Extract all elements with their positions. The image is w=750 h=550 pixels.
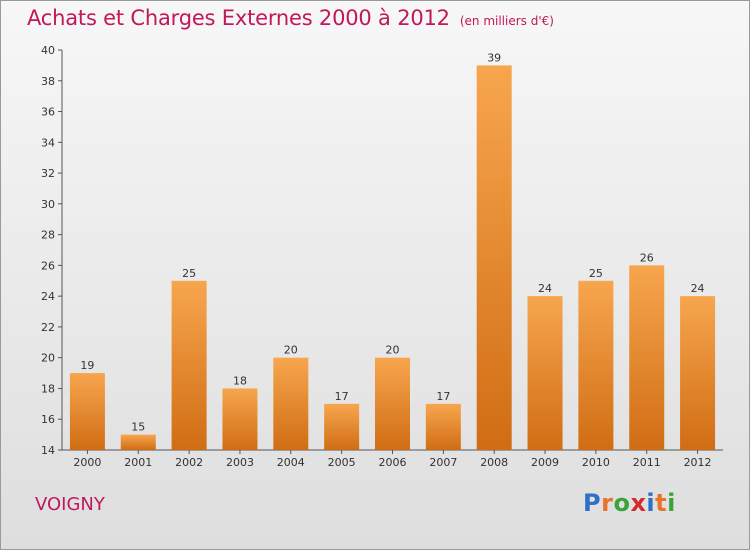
- x-tick-label: 2010: [582, 456, 610, 469]
- town-name: VOIGNY: [35, 494, 105, 515]
- bar: [527, 296, 563, 450]
- bar: [476, 65, 512, 450]
- x-tick-label: 2011: [633, 456, 661, 469]
- logo-letter: t: [655, 489, 668, 517]
- bar: [680, 296, 716, 450]
- y-tick-label: 24: [41, 290, 55, 303]
- bar-value-label: 20: [284, 344, 298, 357]
- y-tick-label: 30: [41, 198, 55, 211]
- x-tick-label: 2003: [226, 456, 254, 469]
- x-tick-label: 2012: [684, 456, 712, 469]
- bar-value-label: 25: [589, 267, 603, 280]
- proxiti-logo: Proxiti: [583, 489, 676, 517]
- bar-value-label: 20: [386, 344, 400, 357]
- bar: [171, 280, 207, 450]
- bar: [324, 403, 360, 450]
- bar-value-label: 18: [233, 374, 247, 387]
- bar: [69, 373, 105, 450]
- x-tick-label: 2002: [175, 456, 203, 469]
- y-tick-label: 18: [41, 382, 55, 395]
- y-tick-label: 14: [41, 444, 55, 457]
- x-tick-label: 2004: [277, 456, 305, 469]
- y-tick-label: 32: [41, 167, 55, 180]
- logo-letter: r: [601, 489, 614, 517]
- y-tick-label: 28: [41, 229, 55, 242]
- bar-value-label: 17: [335, 390, 349, 403]
- bar-value-label: 26: [640, 251, 654, 264]
- logo-letter: x: [630, 489, 647, 517]
- x-tick-label: 2000: [73, 456, 101, 469]
- x-tick-label: 2006: [379, 456, 407, 469]
- bar-value-label: 24: [538, 282, 552, 295]
- x-tick-label: 2001: [124, 456, 152, 469]
- x-tick-label: 2005: [328, 456, 356, 469]
- y-tick-label: 38: [41, 75, 55, 88]
- y-tick-label: 26: [41, 259, 55, 272]
- y-tick-label: 22: [41, 321, 55, 334]
- bar: [273, 357, 309, 450]
- bar: [222, 388, 258, 450]
- chart-subtitle: (en milliers d'€): [459, 14, 554, 28]
- y-tick-label: 40: [41, 44, 55, 57]
- bar: [375, 357, 410, 450]
- bar: [425, 403, 461, 450]
- x-tick-label: 2009: [531, 456, 559, 469]
- bar-value-label: 24: [691, 282, 705, 295]
- bar: [629, 265, 665, 450]
- chart-title: Achats et Charges Externes 2000 à 2012: [27, 6, 450, 30]
- y-tick-label: 20: [41, 352, 55, 365]
- bar-value-label: 17: [436, 390, 450, 403]
- chart-header: Achats et Charges Externes 2000 à 2012 (e…: [27, 6, 554, 30]
- bar-value-label: 25: [182, 267, 196, 280]
- bar-value-label: 19: [80, 359, 94, 372]
- x-tick-label: 2008: [480, 456, 508, 469]
- bar: [578, 280, 614, 450]
- logo-letter: i: [667, 489, 676, 517]
- bar-value-label: 39: [487, 51, 501, 64]
- x-tick-label: 2007: [429, 456, 457, 469]
- bar-value-label: 15: [131, 421, 145, 434]
- logo-letter: P: [583, 489, 602, 517]
- logo-letter: i: [646, 489, 656, 517]
- y-tick-label: 34: [41, 136, 55, 149]
- logo-letter: o: [613, 489, 631, 517]
- y-tick-label: 16: [41, 413, 55, 426]
- y-tick-label: 36: [41, 106, 55, 119]
- bar: [120, 434, 156, 450]
